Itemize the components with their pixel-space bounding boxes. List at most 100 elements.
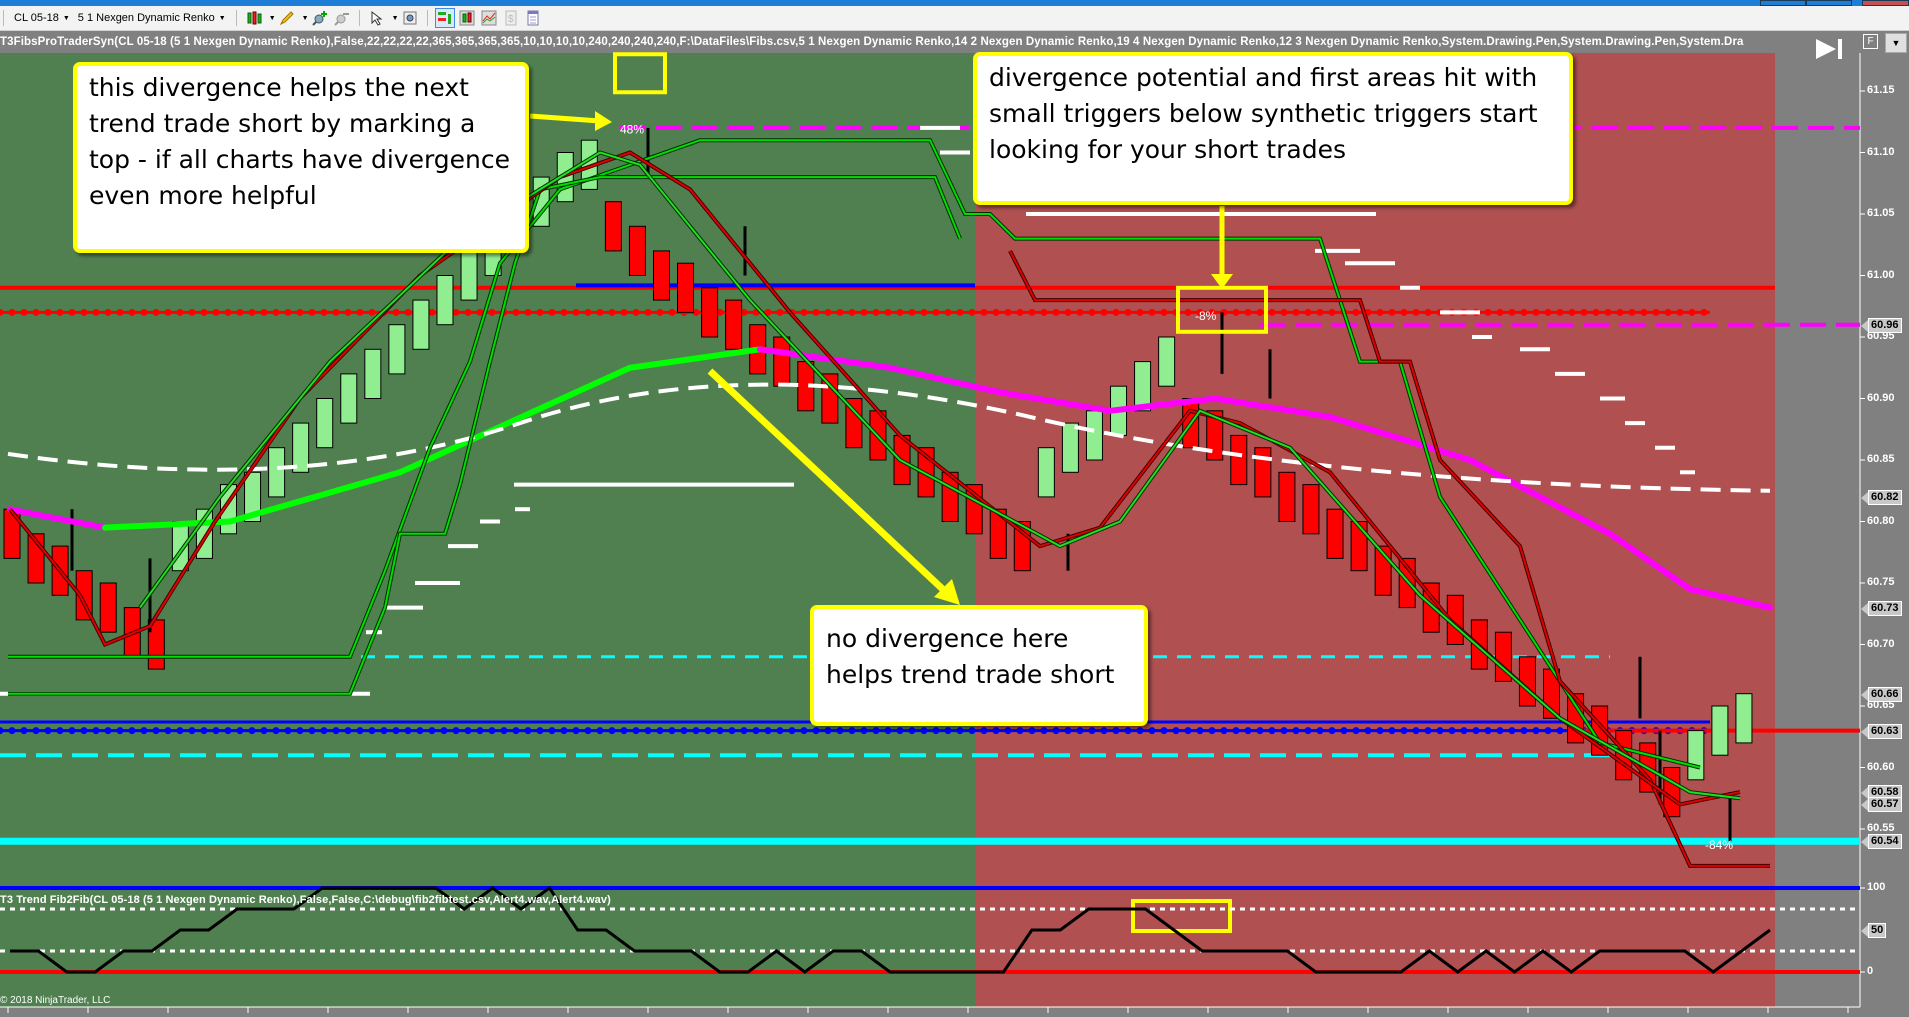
- price-tick-label: 60.80: [1867, 514, 1895, 527]
- t3-moving-average: [997, 389, 1113, 414]
- renko-bar: [1037, 447, 1055, 498]
- long-moving-average: [7, 382, 1771, 493]
- price-tick-label: 60.90: [1867, 391, 1895, 404]
- renko-bar: [677, 262, 695, 313]
- renko-bar: [845, 398, 863, 449]
- renko-bar: [1134, 361, 1152, 412]
- oscillator-line: [10, 885, 1771, 974]
- instrument-label: CL 05-18: [14, 12, 59, 24]
- t3-moving-average: [102, 518, 233, 531]
- chart-panel[interactable]: 48% -8% -84% T3FibsProTraderSyn(CL 05-18 (…: [0, 31, 1909, 1017]
- renko-bar: [436, 275, 454, 326]
- chevron-down-icon: ▼: [62, 14, 70, 22]
- price-icon[interactable]: $: [502, 9, 520, 27]
- t3-moving-average: [227, 469, 403, 525]
- arrow-head: [1211, 274, 1233, 289]
- renko-bar: [1711, 705, 1729, 756]
- chevron-down-icon[interactable]: ▼: [268, 14, 276, 22]
- price-tick-label: 61.05: [1867, 207, 1895, 219]
- arrow-head: [595, 111, 612, 131]
- callout-divergence-potential: divergence potential and first areas hit…: [973, 52, 1573, 205]
- pointer-icon[interactable]: [368, 9, 386, 27]
- price-marker-tag: 60.57: [1861, 797, 1902, 813]
- renko-bar: [725, 299, 743, 350]
- percent-label: -84%: [1705, 838, 1733, 852]
- zoom-in-icon[interactable]: [311, 9, 329, 27]
- callout-divergence-top: this divergence helps the next trend tra…: [73, 62, 529, 253]
- renko-bar: [316, 398, 334, 449]
- price-tick-label: 61.00: [1867, 268, 1895, 281]
- renko-bar: [1302, 484, 1320, 535]
- t3-moving-average: [627, 346, 763, 371]
- zoom-out-icon[interactable]: [333, 9, 351, 27]
- t3-moving-average: [887, 364, 1003, 396]
- oscillator-tick-label: 100: [1867, 881, 1886, 893]
- chevron-down-icon: ▼: [218, 14, 226, 22]
- renko-bar: [1085, 410, 1103, 461]
- chevron-down-icon[interactable]: ▼: [391, 14, 399, 22]
- renko-bar: [652, 250, 670, 301]
- bar-type-label: 5 1 Nexgen Dynamic Renko: [77, 12, 215, 24]
- price-marker-tag: 60.96: [1861, 317, 1902, 333]
- t3-moving-average: [1467, 457, 1613, 537]
- callout-no-divergence: no divergence here helps trend trade sho…: [810, 605, 1148, 726]
- renko-bar: [99, 582, 117, 633]
- renko-bar: [460, 250, 478, 301]
- renko-bar: [604, 201, 622, 252]
- channel-line: [1009, 250, 1770, 867]
- lower-indicator-label: T3 Trend Fib2Fib(CL 05-18 (5 1 Nexgen Dy…: [0, 894, 611, 906]
- renko-bar: [701, 287, 719, 338]
- t3-moving-average: [757, 346, 893, 371]
- renko-bar: [1350, 521, 1368, 572]
- data-box-icon[interactable]: [401, 9, 419, 27]
- f-button[interactable]: F: [1863, 34, 1878, 49]
- bar-type-selector[interactable]: 5 1 Nexgen Dynamic Renko ▼: [74, 12, 230, 24]
- price-marker-tag: 60.54: [1861, 834, 1902, 850]
- chart-trader-icon[interactable]: [480, 9, 498, 27]
- t3-moving-average: [7, 506, 43, 519]
- price-tick-label: 60.55: [1867, 822, 1895, 834]
- chart-toolbar: CL 05-18 ▼ 5 1 Nexgen Dynamic Renko ▼ ▼ …: [0, 6, 1909, 31]
- price-tick-label: 60.60: [1867, 760, 1895, 773]
- empty-region: [1775, 53, 1860, 1007]
- band-line: [139, 151, 1741, 800]
- chevron-down-icon[interactable]: ▼: [301, 14, 309, 22]
- highlight-box: [613, 52, 667, 95]
- price-chart-canvas[interactable]: 48% -8% -84%: [0, 31, 1909, 1017]
- scroll-end-icon: [1816, 39, 1836, 59]
- strategies-icon[interactable]: [434, 8, 455, 28]
- toolbar-divider: [3, 10, 4, 26]
- instrument-selector[interactable]: CL 05-18 ▼: [10, 12, 74, 24]
- properties-icon[interactable]: [524, 9, 542, 27]
- renko-bar: [1518, 656, 1536, 707]
- t3-moving-average: [1687, 586, 1773, 611]
- renko-bar: [773, 336, 791, 387]
- oscillator-tick-label: 0: [1867, 965, 1874, 977]
- oscillator-marker-tag: 50: [1860, 923, 1887, 938]
- renko-bar: [989, 508, 1007, 559]
- renko-bar: [340, 373, 358, 424]
- price-tick-label: 60.95: [1867, 330, 1895, 342]
- price-tick-label: 60.70: [1867, 637, 1895, 650]
- price-tick-label: 61.10: [1867, 145, 1895, 158]
- svg-text:$: $: [508, 14, 514, 25]
- t3-moving-average: [1212, 395, 1333, 420]
- maximize-button[interactable]: [1805, 0, 1852, 6]
- arrow-line: [707, 368, 953, 599]
- scroll-end-icon: [1838, 39, 1842, 59]
- price-marker-tag: 60.73: [1861, 600, 1902, 616]
- minimize-button[interactable]: [1760, 0, 1807, 6]
- copyright-label: © 2018 NinjaTrader, LLC: [0, 995, 111, 1006]
- drawing-tool-icon[interactable]: [278, 9, 296, 27]
- chevron-down-icon[interactable]: ▼: [1885, 33, 1907, 53]
- renko-bar: [244, 471, 262, 522]
- chart-style-icon[interactable]: [245, 9, 263, 27]
- channel-line: [8, 176, 961, 695]
- indicators-icon[interactable]: [458, 9, 476, 27]
- renko-bar: [1735, 693, 1753, 744]
- price-tick-label: 60.65: [1867, 699, 1895, 711]
- renko-bar: [1061, 422, 1079, 473]
- arrow-line: [529, 113, 601, 124]
- renko-bar: [1254, 447, 1272, 498]
- price-marker-tag: 60.63: [1861, 723, 1902, 739]
